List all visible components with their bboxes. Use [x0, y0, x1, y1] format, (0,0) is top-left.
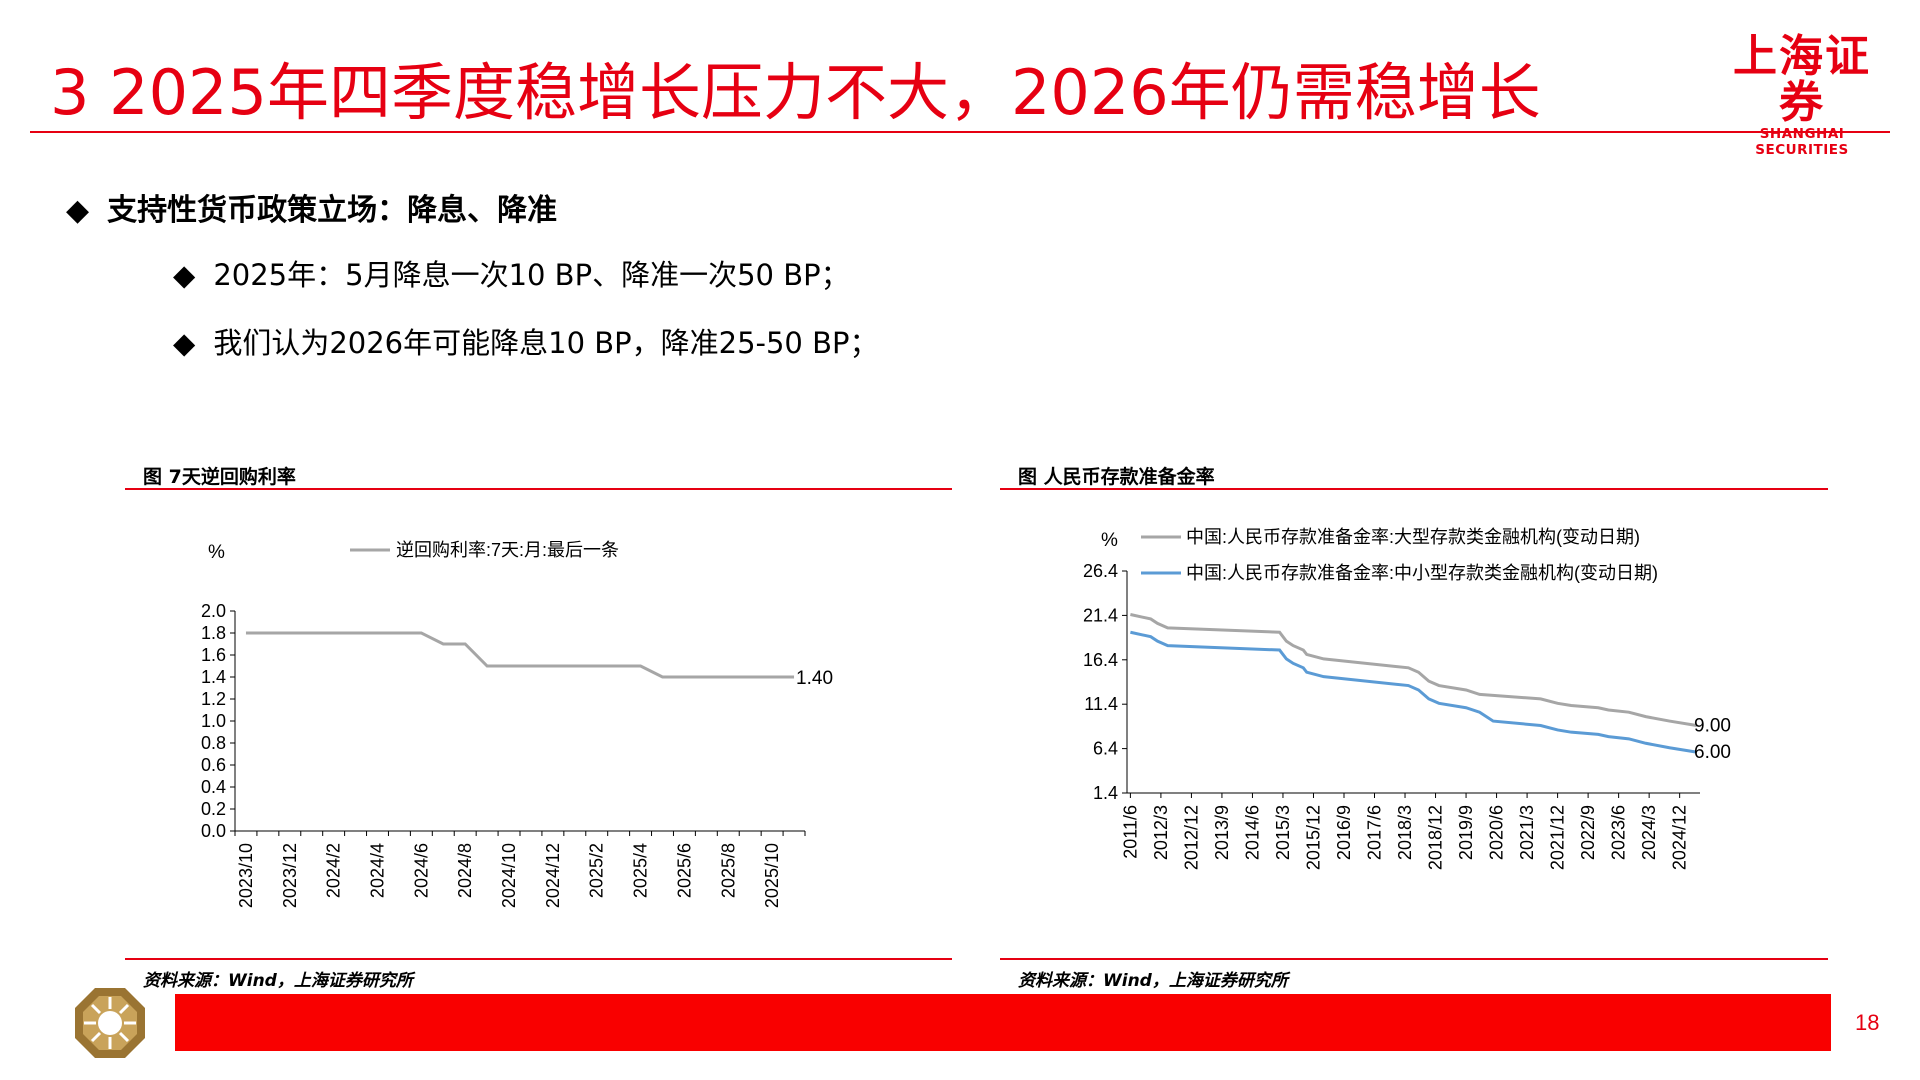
company-emblem-icon [75, 988, 145, 1058]
y-tick-label: 2.0 [201, 601, 226, 621]
y-tick-label: 11.4 [1084, 694, 1118, 714]
chart-right-legend: 中国:人民币存款准备金率:大型存款类金融机构(变动日期) 中国:人民币存款准备金率… [1141, 527, 1658, 583]
y-tick-label: 1.6 [201, 645, 226, 665]
y-tick-label: 6.4 [1093, 739, 1118, 759]
bullet-sub-1-text: 2025年：5月降息一次10 BP、降准一次50 BP； [213, 258, 850, 292]
legend-label: 中国:人民币存款准备金率:中小型存款类金融机构(变动日期) [1186, 563, 1658, 583]
x-tick-label: 2023/6 [1609, 805, 1629, 860]
chart-left-bottom-rule [125, 958, 952, 960]
x-tick-label: 2013/9 [1212, 805, 1232, 860]
series-line-reverse-repo [245, 631, 795, 679]
x-tick-label: 2024/2 [324, 843, 344, 898]
chart-left-axes [234, 611, 805, 832]
x-tick-label: 2021/3 [1517, 805, 1537, 860]
x-tick-label: 2012/12 [1181, 805, 1201, 870]
x-tick-label: 2012/3 [1151, 805, 1171, 860]
y-tick-label: 1.4 [1093, 783, 1118, 803]
x-tick-label: 2023/12 [280, 843, 300, 908]
legend-label: 中国:人民币存款准备金率:大型存款类金融机构(变动日期) [1186, 527, 1640, 547]
bullet-main-text: 支持性货币政策立场：降息、降准 [107, 193, 558, 228]
series-line-large-banks [1130, 613, 1697, 728]
y-tick-label: 0.4 [201, 777, 226, 797]
title-divider [30, 131, 1890, 133]
diamond-bullet-icon: ◆ [66, 193, 90, 228]
chart-left-legend: 逆回购利率:7天:月:最后一条 [350, 540, 619, 560]
y-tick-label: 1.2 [201, 689, 226, 709]
x-tick-label: 2021/12 [1548, 805, 1568, 870]
x-tick-label: 2024/10 [499, 843, 519, 908]
shanghai-securities-logo: 上海证券 SHANGHAI SECURITIES [1716, 31, 1888, 159]
bullet-sub-1: ◆ 2025年：5月降息一次10 BP、降准一次50 BP； [173, 252, 850, 294]
footer-bar [175, 994, 1831, 1051]
x-tick-label: 2018/12 [1426, 805, 1446, 870]
chart-left-source: 资料来源：Wind，上海证券研究所 [143, 971, 413, 991]
y-tick-label: 1.4 [201, 667, 226, 687]
diamond-bullet-icon: ◆ [173, 258, 196, 292]
series-end-label: 1.40 [796, 668, 833, 689]
chart-left-unit-label: % [208, 542, 225, 563]
y-tick-label: 0.0 [201, 821, 226, 841]
legend-label: 逆回购利率:7天:月:最后一条 [396, 540, 619, 560]
chart-right-axes [1126, 571, 1700, 794]
bullet-main: ◆ 支持性货币政策立场：降息、降准 [66, 185, 557, 229]
chart-left-series: 1.40 [245, 631, 833, 689]
y-tick-label: 0.2 [201, 799, 226, 819]
x-tick-label: 2025/8 [718, 843, 738, 898]
chart-right-x-ticks: 2011/6 2012/3 2012/12 2013/9 2014/6 2015/3 201… [1120, 793, 1690, 870]
x-tick-label: 2015/3 [1273, 805, 1293, 860]
x-tick-label: 2011/6 [1120, 805, 1140, 859]
chart-right-top-rule [1000, 488, 1828, 490]
chart-right-series: 9.00 6.00 [1130, 613, 1731, 763]
chart-left-heading: 图 7天逆回购利率 [143, 466, 296, 488]
reserve-requirement-ratio-chart: 1.4 6.4 11.4 16.4 21.4 26.4 2011/6 2012/3 2012/… [1083, 527, 1731, 870]
chart-left-y-ticks: 0.00.20.40.60.81.01.21.41.61.82.0 [201, 601, 235, 841]
x-tick-label: 2017/6 [1365, 805, 1385, 860]
x-tick-label: 2024/3 [1639, 805, 1659, 860]
x-tick-label: 2020/6 [1487, 805, 1507, 860]
series-end-label: 9.00 [1694, 716, 1731, 737]
x-tick-label: 2019/9 [1456, 805, 1476, 860]
chart-right-unit-label: % [1101, 530, 1118, 551]
y-tick-label: 0.6 [201, 755, 226, 775]
bullet-sub-2-text: 我们认为2026年可能降息10 BP，降准25-50 BP； [213, 326, 879, 360]
y-tick-label: 0.8 [201, 733, 226, 753]
x-tick-label: 2024/12 [1670, 805, 1690, 870]
y-tick-label: 1.8 [201, 623, 226, 643]
x-tick-label: 2014/6 [1242, 805, 1262, 860]
chart-right-heading: 图 人民币存款准备金率 [1018, 466, 1215, 488]
chart-right-y-ticks: 1.4 6.4 11.4 16.4 21.4 26.4 [1083, 561, 1127, 803]
page-number: 18 [1855, 1010, 1880, 1035]
page-title: 3 2025年四季度稳增长压力不大，2026年仍需稳增长 [50, 56, 1541, 129]
y-tick-label: 16.4 [1083, 650, 1118, 670]
logo-text-en: SHANGHAI SECURITIES [1755, 126, 1849, 158]
reverse-repo-rate-chart: 0.00.20.40.60.81.01.21.41.61.82.0 2023/1… [201, 540, 833, 908]
chart-right-bottom-rule [1000, 958, 1828, 960]
x-tick-label: 2016/9 [1334, 805, 1354, 860]
chart-right-source: 资料来源：Wind，上海证券研究所 [1018, 971, 1288, 991]
x-tick-label: 2023/10 [236, 843, 256, 908]
x-tick-label: 2025/2 [587, 843, 607, 898]
y-tick-label: 1.0 [201, 711, 226, 731]
series-line-small-medium-banks [1130, 630, 1697, 754]
series-end-label: 6.00 [1694, 742, 1731, 763]
x-tick-label: 2024/4 [368, 843, 388, 898]
y-tick-label: 26.4 [1083, 561, 1118, 581]
x-tick-label: 2015/12 [1303, 805, 1323, 870]
chart-left-top-rule [125, 488, 952, 490]
x-tick-label: 2025/4 [631, 843, 651, 898]
x-tick-label: 2025/6 [674, 843, 694, 898]
x-tick-label: 2024/6 [411, 843, 431, 898]
x-tick-label: 2022/9 [1578, 805, 1598, 860]
y-tick-label: 21.4 [1083, 605, 1118, 625]
diamond-bullet-icon: ◆ [173, 326, 196, 360]
logo-text-cn: 上海证券 [1733, 31, 1871, 128]
x-tick-label: 2024/12 [543, 843, 563, 908]
x-tick-label: 2024/8 [455, 843, 475, 898]
bullet-sub-2: ◆ 我们认为2026年可能降息10 BP，降准25-50 BP； [173, 320, 879, 362]
chart-left-x-ticks: 2023/10 2023/12 2024/2 2024/4 2024/6 2024/8 20… [234, 831, 806, 908]
x-tick-label: 2025/10 [762, 843, 782, 908]
x-tick-label: 2018/3 [1395, 805, 1415, 860]
